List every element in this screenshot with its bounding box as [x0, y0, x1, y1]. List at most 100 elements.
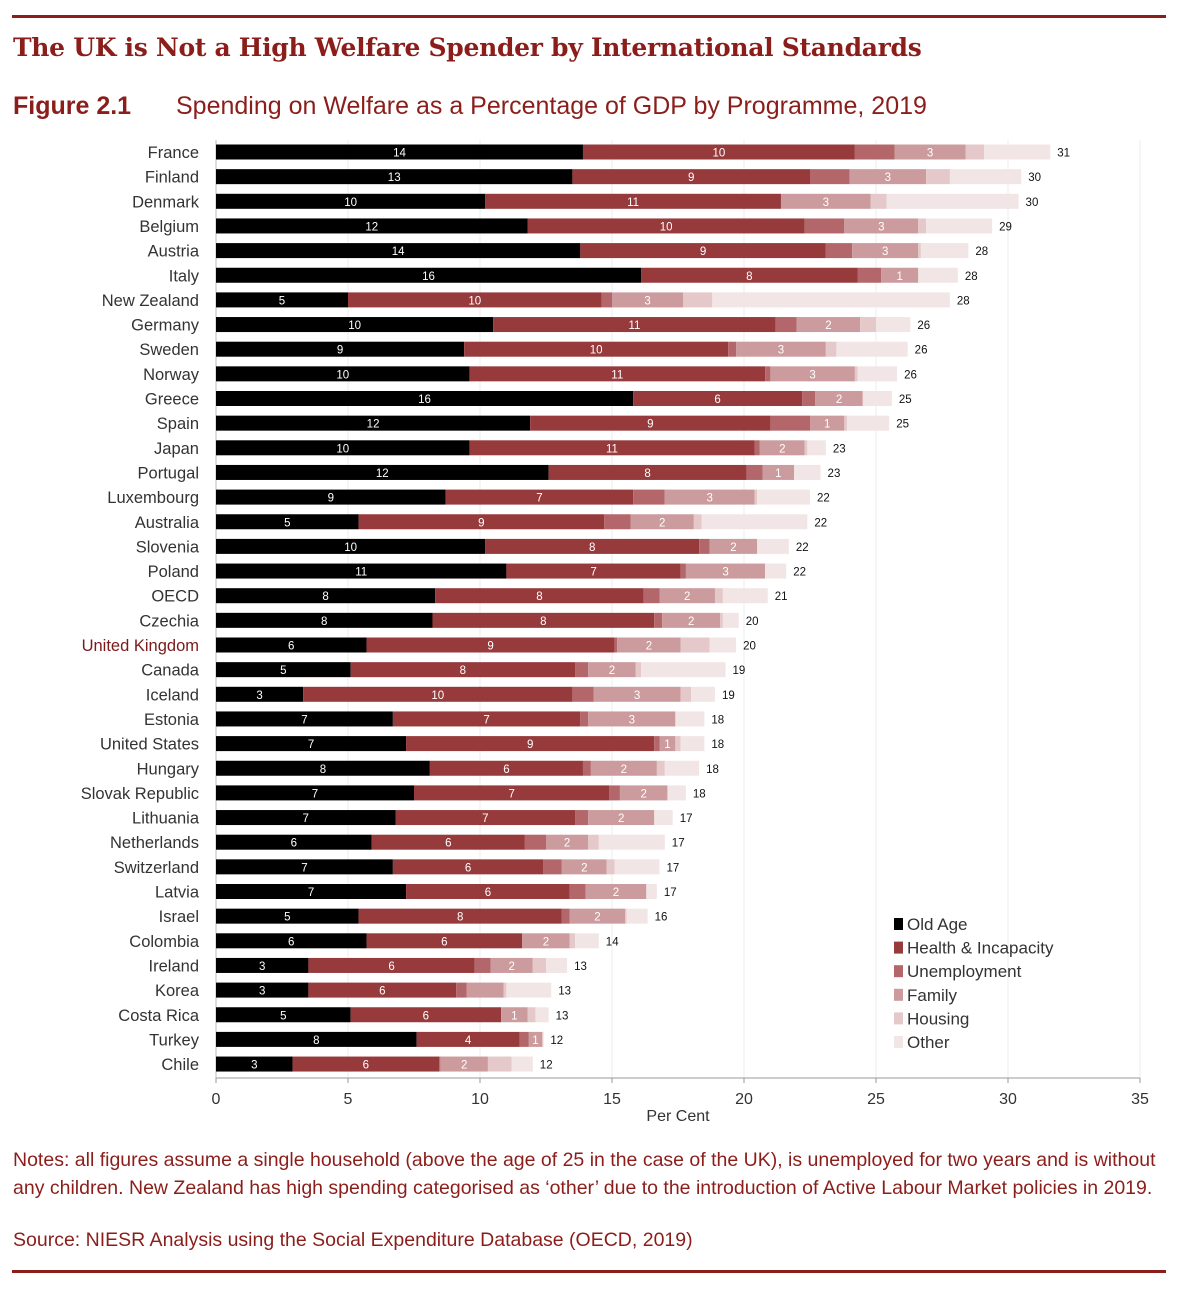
segment-label: 10 [468, 295, 481, 307]
total-label: 12 [550, 1035, 563, 1047]
segment-label: 3 [259, 986, 265, 998]
bar-segment-old-age [216, 612, 433, 628]
bar-segment-unemployment [654, 612, 663, 628]
segment-label: 2 [609, 665, 615, 677]
bar-segment-health-incapacity [469, 366, 766, 382]
bar-segment-other [664, 760, 700, 776]
bar-segment-family [770, 366, 855, 382]
bar-segment-family [490, 957, 533, 973]
segment-label: 2 [621, 764, 627, 776]
segment-label: 11 [627, 197, 639, 209]
category-label: France [148, 144, 199, 162]
category-label: Denmark [132, 193, 200, 211]
category-label: Luxembourg [107, 489, 199, 507]
segment-label: 3 [927, 148, 933, 160]
bar-segment-family [588, 810, 655, 826]
bar-segment-family [522, 933, 570, 949]
segment-label: 2 [646, 641, 652, 653]
bar-segment-old-age [216, 464, 549, 480]
bar-segment-unemployment [746, 464, 763, 480]
segment-label: 7 [508, 788, 514, 800]
total-label: 30 [1026, 197, 1039, 209]
segment-label: 6 [714, 394, 720, 406]
total-label: 19 [733, 665, 746, 677]
category-label: Czechia [139, 612, 199, 630]
bar-segment-family [612, 292, 684, 308]
bar-segment-housing [656, 760, 665, 776]
bar-segment-unemployment [765, 366, 771, 382]
segment-label: 3 [259, 961, 265, 973]
bar-segment-old-age [216, 588, 436, 604]
segment-label: 8 [589, 542, 595, 554]
bar-segment-unemployment [804, 218, 845, 234]
bar-segment-family [894, 144, 966, 160]
category-label: Slovenia [136, 538, 200, 556]
bar-segment-health-incapacity [414, 785, 610, 801]
category-label: Norway [143, 366, 200, 384]
segment-label: 10 [344, 542, 357, 554]
bar-segment-health-incapacity [392, 711, 581, 727]
bar-segment-other [680, 736, 705, 752]
bar-segment-other [857, 366, 898, 382]
bar-segment-housing [680, 686, 692, 702]
bar-segment-other [722, 588, 768, 604]
bar-segment-health-incapacity [348, 292, 602, 308]
bar-segment-unemployment [543, 859, 562, 875]
legend-label: Housing [907, 1009, 969, 1028]
segment-label: 5 [284, 517, 290, 529]
bar-segment-health-incapacity [485, 193, 781, 209]
segment-label: 2 [508, 961, 514, 973]
bar-segment-family [662, 612, 721, 628]
segment-label: 9 [647, 419, 653, 431]
bar-segment-health-incapacity [633, 391, 803, 406]
segment-label: 3 [629, 714, 635, 726]
segment-label: 9 [487, 641, 493, 653]
bar-segment-unemployment [572, 686, 594, 702]
bar-segment-other [506, 982, 552, 998]
bar-segment-other [598, 834, 665, 850]
bar-segment-family [852, 243, 919, 259]
total-label: 22 [817, 493, 830, 505]
segment-label: 10 [344, 197, 357, 209]
segment-label: 2 [618, 813, 624, 825]
bar-segment-old-age [216, 760, 430, 776]
x-tick-label: 20 [735, 1091, 753, 1108]
category-label: Portugal [138, 464, 199, 482]
bar-segment-family [736, 341, 826, 357]
total-label: 28 [957, 295, 970, 307]
legend-label: Other [907, 1033, 950, 1052]
total-label: 23 [833, 443, 846, 455]
bar-segment-family [585, 884, 647, 899]
bar-segment-old-age [216, 366, 470, 382]
bar-segment-health-incapacity [641, 267, 858, 283]
bar-segment-other [641, 662, 726, 678]
bar-segment-housing [870, 193, 887, 209]
segment-label: 2 [659, 517, 665, 529]
bar-segment-unemployment [857, 267, 882, 283]
segment-label: 11 [355, 567, 367, 579]
segment-label: 2 [730, 542, 736, 554]
category-label: Lithuania [132, 810, 200, 828]
category-label: Costa Rica [118, 1007, 200, 1025]
bar-segment-other [836, 341, 908, 357]
bar-segment-old-age [216, 982, 309, 998]
bar-segment-housing [860, 317, 876, 333]
total-label: 21 [775, 591, 788, 603]
segment-label: 8 [540, 616, 546, 628]
bar-segment-old-age [216, 810, 396, 826]
segment-label: 10 [660, 221, 673, 233]
bottom-rule [12, 1270, 1166, 1273]
bar-segment-other [918, 267, 958, 283]
segment-label: 6 [388, 961, 394, 973]
bar-segment-unemployment [728, 341, 737, 357]
bar-segment-old-age [216, 859, 393, 875]
bar-segment-unemployment [524, 834, 546, 850]
legend-swatch [894, 988, 903, 1001]
segment-label: 16 [418, 394, 431, 406]
category-label: Hungary [137, 760, 200, 778]
bar-segment-other [646, 884, 657, 899]
segment-label: 13 [388, 172, 401, 184]
legend-label: Unemployment [907, 962, 1022, 981]
bar-segment-unemployment [633, 489, 665, 505]
total-label: 22 [793, 567, 806, 579]
